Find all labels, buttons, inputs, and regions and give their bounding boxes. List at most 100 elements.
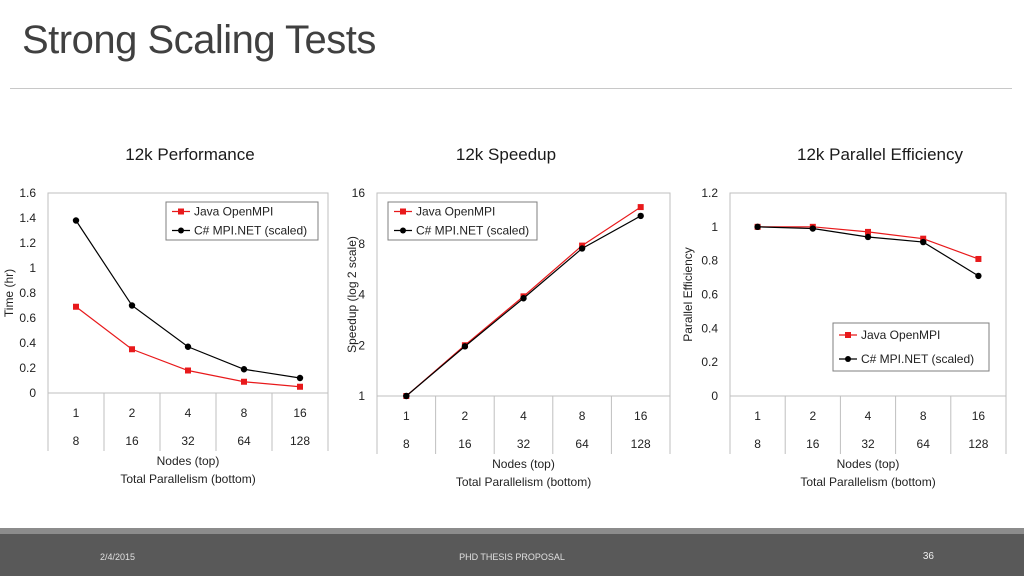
data-point xyxy=(520,295,527,302)
page-number: 36 xyxy=(922,551,934,562)
data-point xyxy=(864,233,872,241)
x-tick-label-top: 16 xyxy=(293,406,307,420)
y-tick-label: 1 xyxy=(358,389,365,403)
y-tick-label: 4 xyxy=(358,288,365,302)
y-tick-label: 0.6 xyxy=(701,288,718,302)
data-point xyxy=(73,303,79,310)
data-point xyxy=(185,367,191,374)
x-axis-label-line: Total Parallelism (bottom) xyxy=(456,475,591,489)
x-tick-label-top: 4 xyxy=(185,406,192,420)
y-tick-label: 2 xyxy=(358,338,365,352)
y-tick-label: 0.2 xyxy=(19,361,36,375)
x-tick-label-top: 4 xyxy=(865,409,872,423)
x-tick-label-top: 2 xyxy=(462,409,469,423)
y-tick-label: 0.2 xyxy=(701,355,718,369)
x-tick-label-bottom: 8 xyxy=(754,437,761,451)
footer-band xyxy=(0,528,1024,576)
legend-entry: Java OpenMPI xyxy=(416,205,495,219)
y-tick-label: 0 xyxy=(29,386,36,400)
legend-marker xyxy=(400,227,406,234)
data-point xyxy=(241,378,247,385)
y-tick-label: 1.4 xyxy=(19,211,36,225)
data-point xyxy=(403,392,410,400)
chart-title-1: 12k Performance xyxy=(125,145,254,164)
plot-area-2 xyxy=(376,192,671,397)
x-tick-label-bottom: 16 xyxy=(125,434,139,448)
x-tick-label-top: 1 xyxy=(754,409,761,423)
chart-title-3: 12k Parallel Efficiency xyxy=(797,145,963,164)
y-tick-label: 0 xyxy=(711,389,718,403)
data-point xyxy=(72,217,80,224)
y-tick-label: 1.6 xyxy=(19,186,36,200)
data-point xyxy=(129,346,135,353)
y-axis-label: Time (hr) xyxy=(2,269,16,317)
legend-marker xyxy=(178,208,184,215)
footer-date: 2/4/2015 xyxy=(100,552,136,562)
plot-area-1 xyxy=(47,192,329,394)
x-axis-label-line: Nodes (top) xyxy=(837,457,900,471)
data-point xyxy=(296,374,304,382)
x-tick-label-bottom: 64 xyxy=(917,437,931,451)
legend-marker xyxy=(400,208,406,215)
y-tick-label: 1.2 xyxy=(19,236,36,250)
x-tick-label-top: 1 xyxy=(403,409,410,423)
data-point xyxy=(975,272,982,280)
y-tick-label: 0.6 xyxy=(19,311,36,325)
legend-box xyxy=(387,201,538,241)
series-line xyxy=(405,215,641,397)
x-tick-label-bottom: 32 xyxy=(861,437,875,451)
data-point xyxy=(809,225,816,232)
y-tick-label: 0.4 xyxy=(19,336,36,350)
legend-marker xyxy=(178,227,184,234)
data-point xyxy=(184,343,192,350)
x-tick-label-top: 8 xyxy=(579,409,586,423)
footer-center-text: PHD THESIS PROPOSAL xyxy=(459,552,565,562)
data-point xyxy=(975,255,982,262)
slide-title: Strong Scaling Tests xyxy=(22,18,376,62)
x-tick-label-top: 8 xyxy=(241,406,248,420)
x-tick-label-top: 1 xyxy=(73,406,80,420)
legend-entry: C# MPI.NET (scaled) xyxy=(194,224,307,238)
x-tick-label-bottom: 8 xyxy=(403,437,410,451)
x-tick-label-top: 8 xyxy=(920,409,927,423)
y-tick-label: 0.4 xyxy=(701,321,718,335)
legend-entry: C# MPI.NET (scaled) xyxy=(861,352,974,366)
data-point xyxy=(754,223,761,231)
data-point xyxy=(578,245,586,252)
legend-entry: C# MPI.NET (scaled) xyxy=(416,224,529,238)
y-tick-label: 16 xyxy=(352,186,366,200)
legend-entry: Java OpenMPI xyxy=(194,205,273,219)
y-tick-label: 0.8 xyxy=(701,254,718,268)
legend-marker xyxy=(845,356,851,362)
data-point xyxy=(240,366,248,373)
y-tick-label: 1.2 xyxy=(701,186,718,200)
legend-box xyxy=(832,322,990,372)
x-tick-label-top: 16 xyxy=(634,409,648,423)
y-tick-label: 1 xyxy=(711,220,718,234)
y-axis-label: Parallel Efficiency xyxy=(681,247,695,342)
x-axis-label-line: Total Parallelism (bottom) xyxy=(800,475,935,489)
x-tick-label-top: 4 xyxy=(520,409,527,423)
x-tick-label-top: 16 xyxy=(972,409,986,423)
y-axis-label: Speedup (log 2 scale) xyxy=(345,236,359,353)
legend-box xyxy=(165,201,319,241)
plot-area-3 xyxy=(729,192,1007,397)
y-tick-label: 1 xyxy=(29,261,36,275)
x-tick-label-bottom: 64 xyxy=(237,434,251,448)
title-divider xyxy=(10,88,1012,89)
x-tick-label-bottom: 128 xyxy=(290,434,310,448)
chart-title-2: 12k Speedup xyxy=(456,145,556,164)
x-tick-label-top: 2 xyxy=(809,409,816,423)
data-point xyxy=(637,204,644,211)
x-tick-label-bottom: 128 xyxy=(631,437,651,451)
x-axis-label-line: Nodes (top) xyxy=(492,457,555,471)
x-tick-label-top: 2 xyxy=(129,406,136,420)
y-tick-label: 0.8 xyxy=(19,286,36,300)
data-point xyxy=(920,235,927,242)
data-point xyxy=(461,343,469,350)
x-tick-label-bottom: 16 xyxy=(806,437,820,451)
x-tick-label-bottom: 8 xyxy=(73,434,80,448)
x-tick-label-bottom: 32 xyxy=(517,437,531,451)
data-point xyxy=(637,212,644,220)
